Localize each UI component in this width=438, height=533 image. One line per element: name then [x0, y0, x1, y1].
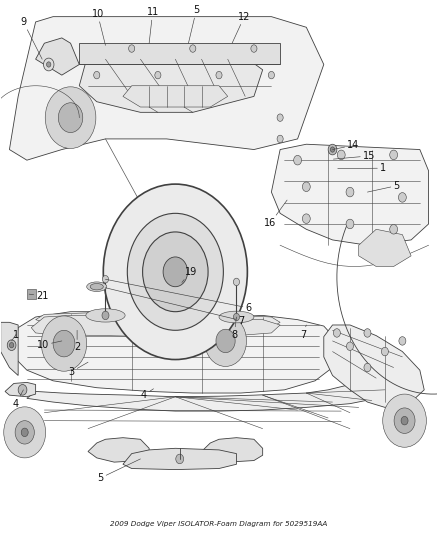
Circle shape	[102, 276, 109, 283]
Circle shape	[4, 407, 46, 458]
Circle shape	[328, 144, 337, 155]
Circle shape	[41, 316, 87, 371]
Polygon shape	[359, 229, 411, 266]
Circle shape	[58, 103, 83, 133]
Circle shape	[277, 114, 283, 122]
Circle shape	[43, 58, 54, 71]
Text: 1: 1	[338, 163, 386, 173]
Text: 9: 9	[20, 17, 42, 59]
Text: 6: 6	[106, 279, 252, 313]
Circle shape	[143, 232, 208, 312]
Polygon shape	[201, 438, 263, 462]
Text: 5: 5	[97, 459, 141, 483]
Polygon shape	[88, 438, 149, 462]
Ellipse shape	[86, 309, 125, 322]
Circle shape	[333, 329, 340, 337]
Circle shape	[233, 278, 240, 286]
FancyBboxPatch shape	[27, 289, 35, 300]
Polygon shape	[79, 54, 263, 112]
Circle shape	[399, 337, 406, 345]
Circle shape	[346, 219, 354, 229]
Polygon shape	[35, 312, 280, 329]
Polygon shape	[1, 322, 18, 375]
Text: 15: 15	[333, 151, 375, 161]
Text: 2009 Dodge Viper ISOLATOR-Foam Diagram for 5029519AA: 2009 Dodge Viper ISOLATOR-Foam Diagram f…	[110, 521, 328, 527]
Circle shape	[190, 45, 196, 52]
Circle shape	[18, 384, 27, 395]
Polygon shape	[35, 38, 79, 75]
Text: 21: 21	[29, 290, 49, 301]
Circle shape	[45, 87, 96, 149]
Polygon shape	[123, 448, 237, 470]
Polygon shape	[324, 325, 424, 407]
Polygon shape	[31, 316, 280, 337]
Circle shape	[364, 329, 371, 337]
Circle shape	[390, 150, 398, 160]
Text: 5: 5	[188, 5, 199, 43]
Circle shape	[21, 428, 28, 437]
Text: 11: 11	[146, 7, 159, 43]
Ellipse shape	[87, 282, 107, 292]
Circle shape	[46, 62, 51, 67]
Circle shape	[346, 342, 353, 351]
Circle shape	[53, 330, 75, 357]
Text: 7: 7	[300, 325, 306, 340]
Ellipse shape	[90, 284, 103, 290]
Polygon shape	[79, 43, 280, 64]
Circle shape	[163, 257, 187, 287]
Circle shape	[399, 192, 406, 202]
Circle shape	[337, 150, 345, 160]
Circle shape	[381, 348, 389, 356]
Circle shape	[401, 416, 408, 425]
Circle shape	[102, 311, 109, 320]
Text: 10: 10	[36, 340, 62, 350]
Text: 4: 4	[141, 389, 153, 400]
Circle shape	[293, 156, 301, 165]
Polygon shape	[14, 312, 332, 393]
Polygon shape	[27, 381, 403, 411]
Circle shape	[330, 147, 335, 152]
Circle shape	[10, 343, 14, 348]
Circle shape	[302, 182, 310, 191]
Text: 19: 19	[182, 267, 197, 282]
Text: 16: 16	[265, 200, 287, 228]
Text: 10: 10	[92, 9, 106, 45]
Circle shape	[364, 364, 371, 372]
Text: 14: 14	[332, 140, 360, 150]
Circle shape	[268, 71, 275, 79]
Text: 3: 3	[68, 362, 88, 377]
Text: 2: 2	[74, 330, 80, 352]
Circle shape	[383, 394, 426, 447]
Circle shape	[277, 135, 283, 143]
Circle shape	[129, 45, 135, 52]
Circle shape	[346, 187, 354, 197]
Circle shape	[127, 213, 223, 330]
Circle shape	[390, 224, 398, 234]
Polygon shape	[5, 382, 35, 397]
Circle shape	[233, 313, 240, 321]
Circle shape	[176, 454, 184, 464]
Circle shape	[15, 421, 34, 444]
Text: 7: 7	[106, 288, 245, 326]
Circle shape	[205, 316, 247, 367]
Text: 8: 8	[231, 317, 237, 340]
Circle shape	[251, 45, 257, 52]
Circle shape	[216, 329, 235, 353]
Text: 5: 5	[367, 181, 400, 192]
Polygon shape	[272, 144, 428, 245]
Text: 4: 4	[13, 390, 23, 409]
Circle shape	[7, 340, 16, 351]
Ellipse shape	[219, 311, 254, 323]
Circle shape	[155, 71, 161, 79]
Polygon shape	[123, 86, 228, 107]
Circle shape	[216, 71, 222, 79]
Polygon shape	[10, 17, 324, 160]
Text: 12: 12	[232, 12, 251, 43]
Circle shape	[94, 71, 100, 79]
Circle shape	[302, 214, 310, 223]
Text: 1: 1	[12, 329, 19, 341]
Circle shape	[103, 184, 247, 360]
Circle shape	[394, 408, 415, 433]
